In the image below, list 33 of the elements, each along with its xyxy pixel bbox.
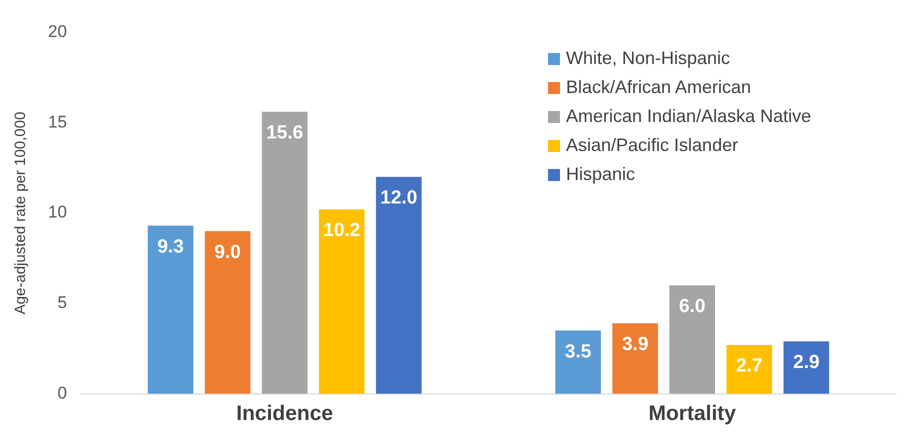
bar — [784, 341, 830, 394]
legend-label: Hispanic — [566, 164, 636, 185]
legend-label: Black/African American — [566, 77, 752, 98]
data-label: 9.0 — [214, 242, 241, 263]
data-label: 3.5 — [564, 341, 592, 362]
y-tick-label: 20 — [48, 22, 67, 41]
data-label: 9.3 — [157, 236, 184, 258]
data-label: 3.9 — [622, 334, 648, 356]
x-tick-label: Incidence — [236, 402, 334, 426]
y-tick-label: 0 — [57, 383, 67, 402]
y-axis-title: Age-adjusted rate per 100,000 — [12, 112, 30, 314]
data-label: 10.2 — [323, 220, 360, 242]
y-tick-label: 15 — [48, 112, 67, 132]
data-label: 12.0 — [380, 188, 418, 209]
bar — [726, 344, 772, 394]
y-tick-label: 10 — [48, 202, 67, 222]
legend-label: White, Non-Hispanic — [566, 48, 730, 69]
bar — [555, 330, 601, 394]
bar — [669, 285, 716, 394]
y-tick-label: 5 — [57, 293, 67, 312]
x-tick-label: Mortality — [648, 402, 736, 426]
bar — [262, 112, 308, 394]
bar — [612, 323, 658, 394]
data-label: 15.6 — [266, 122, 304, 144]
bar — [318, 209, 365, 394]
data-label: 6.0 — [679, 296, 706, 318]
legend-label: Asian/Pacific Islander — [566, 135, 738, 156]
data-label: 2.9 — [793, 352, 820, 374]
bar — [376, 176, 422, 394]
bar — [204, 231, 250, 394]
bar — [148, 226, 194, 394]
data-label: 2.7 — [736, 356, 762, 377]
legend-label: American Indian/Alaska Native — [566, 106, 812, 127]
